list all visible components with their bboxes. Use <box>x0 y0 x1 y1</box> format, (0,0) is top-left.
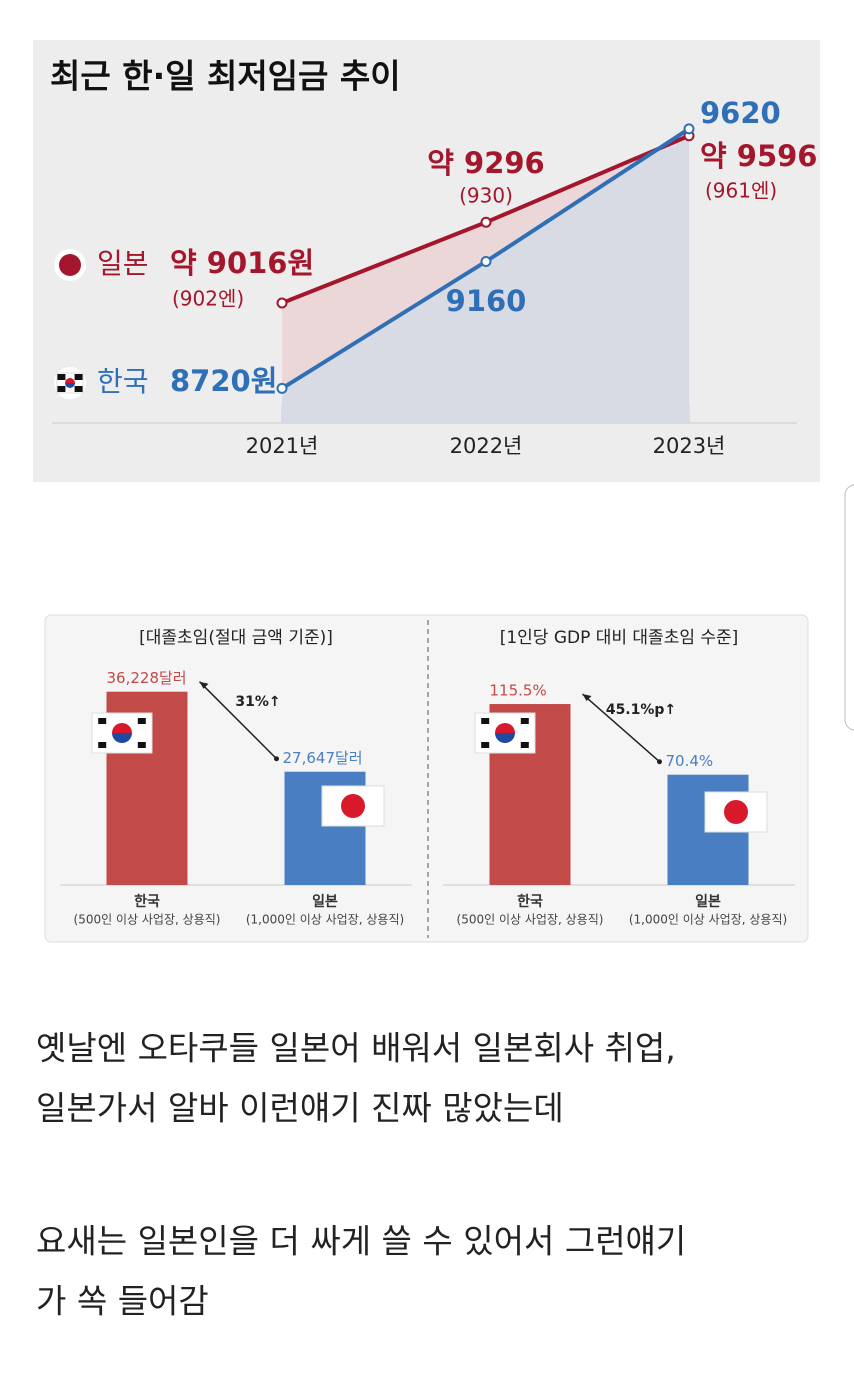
legend-marker <box>59 254 81 276</box>
value-label: 27,647달러 <box>283 749 363 767</box>
arrow-head <box>199 681 209 689</box>
value-label: 115.5% <box>490 682 547 700</box>
flag-korea-blue <box>112 733 132 743</box>
post-line: 가 쏙 들어감 <box>36 1282 209 1321</box>
flag-japan-disc <box>724 800 748 824</box>
x-tick-label: 2023년 <box>653 434 726 458</box>
point <box>683 123 695 135</box>
flag-korea-blue <box>495 733 515 743</box>
chart-title: 최근 한·일 최저임금 추이 <box>50 57 401 96</box>
category-note: (500인 이상 사업장, 상용직) <box>74 913 221 927</box>
flag-korea-trigram <box>137 742 146 748</box>
post-text: 옛날엔 오타쿠들 일본어 배워서 일본회사 취업, 일본가서 알바 이런얘기 진짜… <box>36 1029 686 1321</box>
flag-korea-red <box>495 723 515 733</box>
flag-korea-trigram <box>520 742 529 748</box>
arrow-dot <box>657 759 662 765</box>
arrow <box>198 681 278 760</box>
x-tick-label: 일본 <box>695 894 721 910</box>
x-tick-label: 2022년 <box>450 434 523 458</box>
x-tick-label: 한국 <box>134 894 160 910</box>
x-tick-label: 2021년 <box>246 434 319 458</box>
annotation: 31%↑ <box>235 694 280 710</box>
value-label: 약 9596 <box>700 139 818 173</box>
flag-korea-trigram <box>137 718 146 724</box>
legend-label: 한국 <box>97 365 149 398</box>
value-label: 8720원 <box>170 364 277 398</box>
value-label: 약 9296 <box>427 146 545 180</box>
flag-korea-trigram <box>481 718 490 724</box>
chart-title: [1인당 GDP 대비 대졸초임 수준] <box>500 628 739 648</box>
legend-label: 일본 <box>97 247 149 280</box>
sub-label: (902엔) <box>172 287 244 311</box>
category-note: (500인 이상 사업장, 상용직) <box>457 913 604 927</box>
point <box>276 297 288 309</box>
value-label: 70.4% <box>666 752 714 770</box>
flag-korea-trigram <box>520 718 529 724</box>
flag-korea-trigram <box>57 386 66 392</box>
flag-korea-trigram <box>74 374 83 380</box>
value-label: 9620 <box>700 96 781 130</box>
arrow-head <box>582 694 592 702</box>
post-line: 일본가서 알바 이런얘기 진짜 많았는데 <box>36 1089 564 1128</box>
arrow-dot <box>274 756 279 762</box>
x-tick-label: 일본 <box>312 894 338 910</box>
bar-chart-panel <box>44 614 809 943</box>
flag-japan-disc <box>341 794 365 818</box>
sub-label: (961엔) <box>705 179 777 203</box>
point <box>276 382 288 394</box>
flag-korea-trigram <box>57 374 66 380</box>
category-note: (1,000인 이상 사업장, 상용직) <box>246 913 404 927</box>
value-label: 36,228달러 <box>107 669 187 687</box>
chart-title: [대졸초임(절대 금액 기준)] <box>139 628 333 648</box>
flag-korea-red <box>112 723 132 733</box>
flag-korea-red <box>65 378 75 383</box>
sub-label: (930) <box>459 184 513 208</box>
flag-korea-blue <box>65 383 75 388</box>
flag-korea-trigram <box>98 718 107 724</box>
category-note: (1,000인 이상 사업장, 상용직) <box>629 913 787 927</box>
point <box>480 216 492 228</box>
value-label: 약 9016원 <box>170 246 314 280</box>
scroll-handle[interactable] <box>844 484 854 731</box>
x-tick-label: 한국 <box>517 894 543 910</box>
flag-korea-trigram <box>481 742 490 748</box>
value-label: 9160 <box>446 284 527 318</box>
point <box>480 256 492 267</box>
flag-korea-trigram <box>74 386 83 392</box>
annotation: 45.1%p↑ <box>606 702 676 718</box>
arrow <box>582 693 660 763</box>
post-line: 요새는 일본인을 더 싸게 쓸 수 있어서 그런얘기 <box>36 1222 686 1261</box>
area <box>282 128 689 423</box>
flag-korea-trigram <box>98 742 107 748</box>
post-line: 옛날엔 오타쿠들 일본어 배워서 일본회사 취업, <box>36 1029 676 1068</box>
